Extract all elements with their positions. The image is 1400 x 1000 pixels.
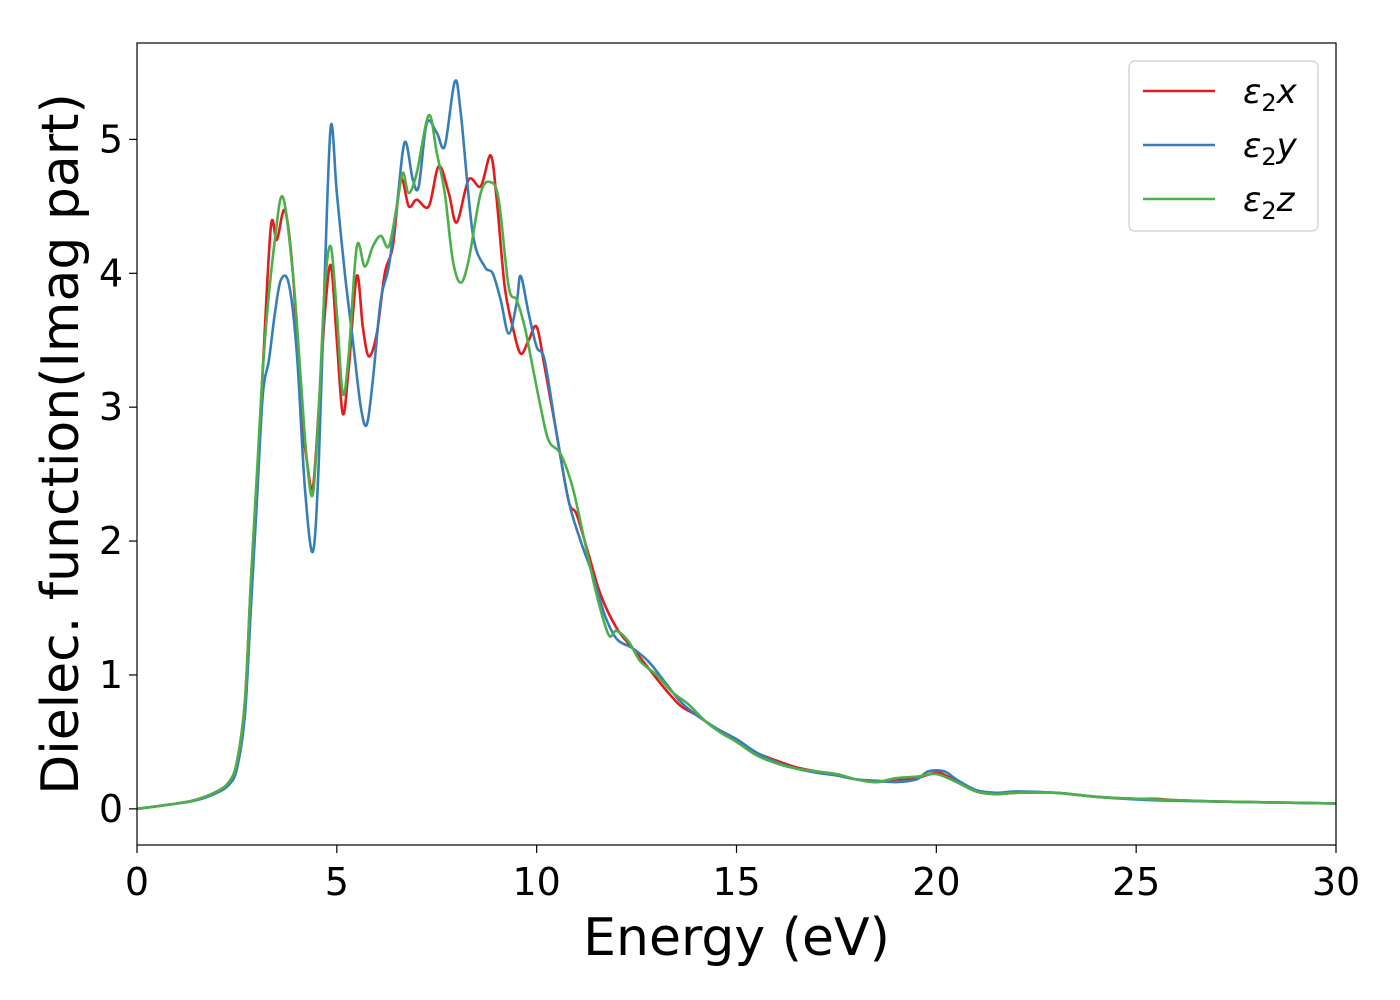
- x-tick-label: 25: [1112, 860, 1160, 904]
- y-tick-label: 5: [99, 117, 123, 161]
- axis-ticks: 0 5 10 15 20 25 30 0 1 2 3 4 5: [99, 117, 1360, 904]
- series-line-z: [137, 113, 1336, 811]
- y-axis-title: Dielec. function(Imag part): [31, 93, 91, 795]
- y-tick-label: 2: [99, 519, 123, 563]
- legend-label: ε2x: [1243, 72, 1298, 117]
- y-tick-label: 3: [99, 385, 123, 429]
- series-line-y: [137, 79, 1336, 811]
- series-lines: [137, 79, 1336, 811]
- legend-box: [1128, 60, 1319, 232]
- x-tick-label: 30: [1312, 860, 1360, 904]
- x-tick-label: 20: [912, 860, 960, 904]
- y-tick-label: 4: [99, 251, 123, 295]
- legend-label: ε2y: [1243, 126, 1298, 171]
- x-tick-label: 5: [325, 860, 349, 904]
- x-tick-label: 15: [712, 860, 760, 904]
- x-tick-label: 10: [512, 860, 560, 904]
- legend-label: ε2z: [1243, 180, 1296, 225]
- x-tick-label: 0: [125, 860, 149, 904]
- x-axis-title: Energy (eV): [583, 908, 890, 968]
- legend: ε2x ε2y ε2z: [1128, 60, 1319, 232]
- plot-frame: [136, 42, 1337, 846]
- y-tick-label: 1: [99, 653, 123, 697]
- y-tick-label: 0: [99, 787, 123, 831]
